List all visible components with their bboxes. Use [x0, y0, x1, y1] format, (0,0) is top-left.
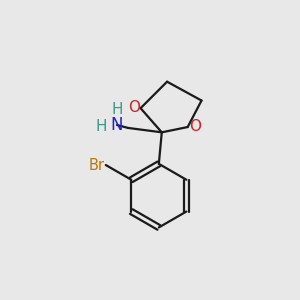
Text: N: N	[111, 116, 123, 134]
Text: H: H	[96, 119, 107, 134]
Text: Br: Br	[88, 158, 104, 172]
Text: O: O	[189, 119, 201, 134]
Text: H: H	[111, 102, 123, 117]
Text: O: O	[128, 100, 140, 115]
